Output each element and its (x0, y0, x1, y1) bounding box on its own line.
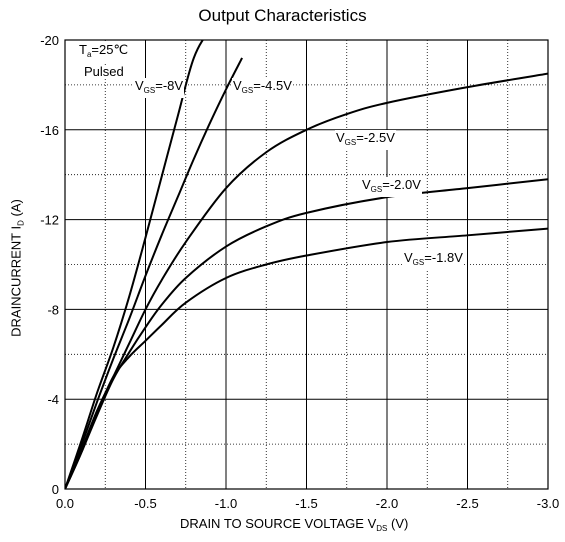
y-tick-label: -8 (47, 302, 59, 317)
x-tick-label: 0.0 (56, 496, 74, 511)
x-tick-label: -0.5 (134, 496, 156, 511)
series-label-vgs-2-5v: VGS=-2.5V (335, 130, 396, 150)
y-tick-label: -12 (40, 213, 59, 228)
y-tick-label: 0 (52, 482, 59, 497)
x-tick-label: -3.0 (537, 496, 559, 511)
x-tick-label: -2.0 (376, 496, 398, 511)
series-line-vgs-45 (65, 57, 243, 489)
x-tick-label: -2.5 (456, 496, 478, 511)
series-label-vgs-2-0v: VGS=-2.0V (361, 177, 422, 197)
series-label-vgs-4-5v: VGS=-4.5V (232, 78, 293, 98)
series-line-vgs-18 (65, 227, 548, 489)
chart-title: Output Characteristics (198, 6, 367, 25)
y-axis-title: DRAINCURRENT ID (A) (8, 199, 26, 337)
series-label-vgs-8v: VGS=-8V (134, 78, 185, 98)
x-tick-label: -1.5 (295, 496, 317, 511)
y-tick-label: -4 (47, 392, 59, 407)
series-line-vgs-8 (65, 40, 205, 489)
x-tick-label: -1.0 (215, 496, 237, 511)
series-label-vgs-1-8v: VGS=-1.8V (403, 250, 464, 270)
temperature-condition: Ta=25℃ (79, 43, 129, 62)
y-tick-label: -20 (40, 33, 59, 48)
plot-frame (64, 39, 549, 490)
y-tick-label: -16 (40, 123, 59, 138)
pulsed-condition: Pulsed (84, 64, 124, 79)
x-axis-title: DRAIN TO SOURCE VOLTAGE VDS (V) (180, 516, 409, 533)
